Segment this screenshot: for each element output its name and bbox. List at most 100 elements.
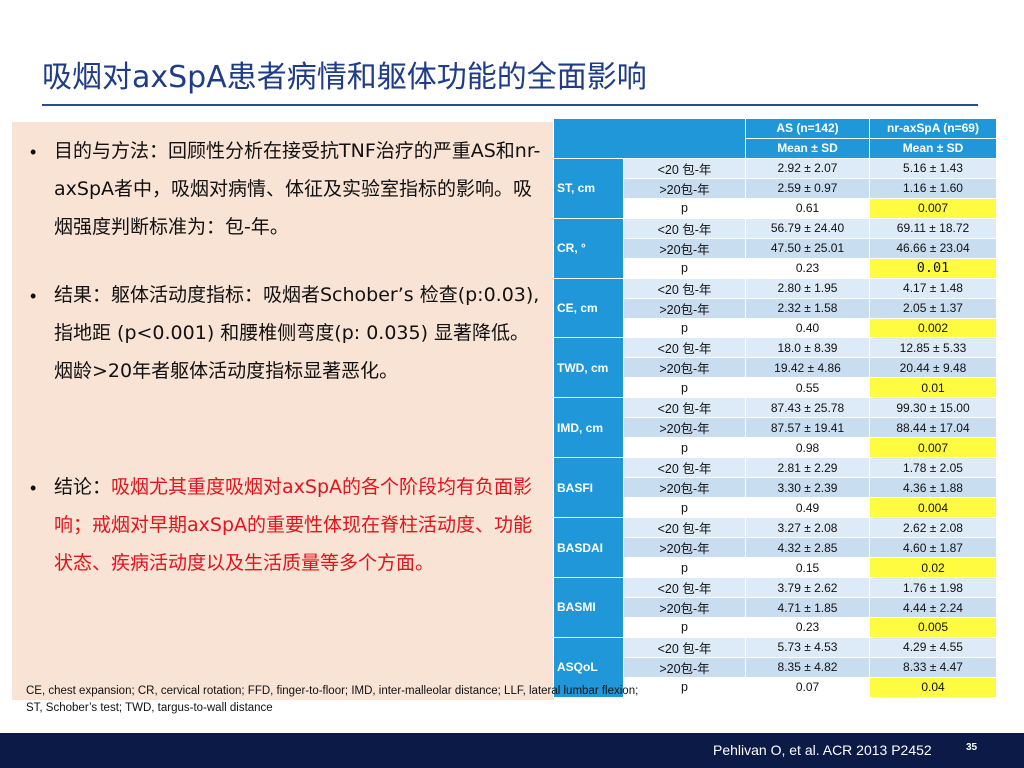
as-value: 18.0 ± 8.39 <box>745 337 870 359</box>
table-corner <box>553 118 746 159</box>
nr-value: 0.01 <box>869 377 997 399</box>
stat-header-as: Mean ± SD <box>745 137 870 159</box>
nr-value: 1.16 ± 1.60 <box>869 177 997 199</box>
table-row: p 0.15 0.02 <box>554 557 997 579</box>
nr-value: 46.66 ± 23.04 <box>869 237 997 259</box>
as-value: 0.23 <box>745 617 870 638</box>
row-label: <20 包-年 <box>623 397 746 419</box>
col-header-nr: nr-axSpA (n=69) <box>869 118 997 139</box>
table-row: p 0.61 0.007 <box>554 197 997 219</box>
table-row: ASQoL <20 包-年 5.73 ± 4.53 4.29 ± 4.55 <box>553 636 997 698</box>
row-label: p <box>623 676 746 698</box>
table-row: CE, cm <20 包-年 2.80 ± 1.95 4.17 ± 1.48 <box>553 277 997 339</box>
group-label: CE, cm <box>553 277 624 339</box>
as-value: 0.61 <box>745 197 870 219</box>
table-row: >20包-年 87.57 ± 19.41 88.44 ± 17.04 <box>554 417 997 439</box>
row-label: >20包-年 <box>623 417 746 439</box>
nr-value: 0.04 <box>869 676 997 698</box>
as-value: 87.43 ± 25.78 <box>745 397 870 419</box>
row-label: <20 包-年 <box>623 577 746 599</box>
group-label: TWD, cm <box>553 337 624 399</box>
as-value: 19.42 ± 4.86 <box>745 357 870 379</box>
row-label: >20包-年 <box>623 656 746 678</box>
citation-text: Pehlivan O, et al. ACR 2013 P2452 <box>713 742 932 758</box>
row-label: p <box>623 437 746 459</box>
row-label: >20包-年 <box>623 237 746 259</box>
conclusion-highlight: 吸烟尤其重度吸烟对axSpA的各个阶段均有负面影响；戒烟对早期axSpA的重要性… <box>54 476 533 574</box>
bullet-dot: • <box>30 286 37 306</box>
nr-value: 2.62 ± 2.08 <box>869 517 997 539</box>
nr-value: 0.02 <box>869 557 997 579</box>
as-value: 2.92 ± 2.07 <box>745 157 870 179</box>
table-row: ST, cm <20 包-年 2.92 ± 2.07 5.16 ± 1.43 <box>553 157 997 219</box>
as-value: 0.98 <box>745 437 870 459</box>
footer-bar <box>0 733 1024 768</box>
table-row: p 0.07 0.04 <box>554 676 997 698</box>
row-label: >20包-年 <box>623 297 746 319</box>
row-label: <20 包-年 <box>623 217 746 239</box>
nr-value: 4.36 ± 1.88 <box>869 477 997 499</box>
page-number: 35 <box>966 742 978 753</box>
nr-value: 1.76 ± 1.98 <box>869 577 997 599</box>
table-row: >20包-年 2.59 ± 0.97 1.16 ± 1.60 <box>554 177 997 199</box>
row-label: p <box>623 557 746 579</box>
group-label: IMD, cm <box>553 397 624 459</box>
as-value: 4.32 ± 2.85 <box>745 537 870 559</box>
group-label: ASQoL <box>553 636 624 698</box>
row-label: >20包-年 <box>623 477 746 499</box>
stat-header-nr: Mean ± SD <box>869 137 997 159</box>
table-row: >20包-年 4.71 ± 1.85 4.44 ± 2.24 <box>554 597 997 619</box>
nr-value: 2.05 ± 1.37 <box>869 297 997 319</box>
as-value: 87.57 ± 19.41 <box>745 417 870 439</box>
as-value: 4.71 ± 1.85 <box>745 597 870 619</box>
table-row: >20包-年 19.42 ± 4.86 20.44 ± 9.48 <box>554 357 997 379</box>
nr-value: 88.44 ± 17.04 <box>869 417 997 439</box>
bullet-conclusion: 结论：吸烟尤其重度吸烟对axSpA的各个阶段均有负面影响；戒烟对早期axSpA的… <box>54 468 544 582</box>
table-row: >20包-年 4.32 ± 2.85 4.60 ± 1.87 <box>554 537 997 559</box>
table-row: >20包-年 8.35 ± 4.82 8.33 ± 4.47 <box>554 656 997 678</box>
nr-value: 4.60 ± 1.87 <box>869 537 997 559</box>
nr-value: 0.007 <box>869 437 997 459</box>
row-label: p <box>623 197 746 219</box>
row-label: <20 包-年 <box>623 337 746 359</box>
as-value: 3.79 ± 2.62 <box>745 577 870 599</box>
table-row: BASDAI <20 包-年 3.27 ± 2.08 2.62 ± 2.08 <box>553 517 997 579</box>
bullet-results: 结果：躯体活动度指标：吸烟者Schober’s 检查(p:0.03), 指地距 … <box>54 284 540 382</box>
group-label: CR, ° <box>553 217 624 279</box>
nr-value: 5.16 ± 1.43 <box>869 157 997 179</box>
nr-value: 1.78 ± 2.05 <box>869 457 997 479</box>
nr-value: 99.30 ± 15.00 <box>869 397 997 419</box>
title-divider <box>42 104 978 106</box>
row-label: <20 包-年 <box>623 517 746 539</box>
conclusion-label: 结论： <box>54 476 112 498</box>
table-row: p 0.23 0.01 <box>554 257 997 279</box>
nr-value: 20.44 ± 9.48 <box>869 357 997 379</box>
nr-value: 12.85 ± 5.33 <box>869 337 997 359</box>
abbreviation-footnote: CE, chest expansion; CR, cervical rotati… <box>26 685 639 714</box>
row-label: p <box>623 257 746 279</box>
table-row: BASFI <20 包-年 2.81 ± 2.29 1.78 ± 2.05 <box>553 457 997 519</box>
group-label: ST, cm <box>553 157 624 219</box>
row-label: >20包-年 <box>623 537 746 559</box>
as-value: 5.73 ± 4.53 <box>745 636 870 658</box>
nr-value: 69.11 ± 18.72 <box>869 217 997 239</box>
as-value: 0.15 <box>745 557 870 579</box>
row-label: <20 包-年 <box>623 636 746 658</box>
nr-value: 0.002 <box>869 317 997 339</box>
row-label: p <box>623 377 746 399</box>
summary-panel: • 目的与方法：回顾性分析在接受抗TNF治疗的严重AS和nr-axSpA者中，吸… <box>12 122 554 700</box>
row-label: <20 包-年 <box>623 157 746 179</box>
as-value: 0.40 <box>745 317 870 339</box>
table-row: CR, ° <20 包-年 56.79 ± 24.40 69.11 ± 18.72 <box>553 217 997 279</box>
nr-value: 0.005 <box>869 617 997 638</box>
table-row: p 0.98 0.007 <box>554 437 997 459</box>
nr-value: 4.17 ± 1.48 <box>869 277 997 299</box>
slide-title: 吸烟对axSpA患者病情和躯体功能的全面影响 <box>42 60 647 95</box>
as-value: 2.81 ± 2.29 <box>745 457 870 479</box>
row-label: p <box>623 317 746 339</box>
nr-value: 0.004 <box>869 497 997 519</box>
as-value: 2.59 ± 0.97 <box>745 177 870 199</box>
bullet-dot: • <box>30 478 37 498</box>
as-value: 56.79 ± 24.40 <box>745 217 870 239</box>
table-row: >20包-年 3.30 ± 2.39 4.36 ± 1.88 <box>554 477 997 499</box>
